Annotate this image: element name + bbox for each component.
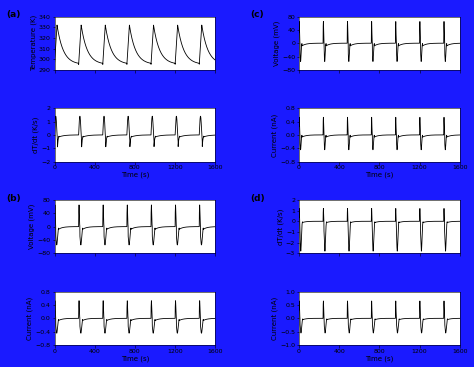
Y-axis label: Current (nA): Current (nA) [271,113,278,156]
Y-axis label: Current (nA): Current (nA) [27,297,33,340]
Y-axis label: Voltage (mV): Voltage (mV) [29,204,36,249]
Y-axis label: Temperature (K): Temperature (K) [30,15,36,71]
X-axis label: Time (s): Time (s) [365,355,393,362]
Text: (b): (b) [6,193,21,203]
Y-axis label: dT/dt (K/s): dT/dt (K/s) [277,208,284,245]
Text: (c): (c) [251,10,264,19]
Text: (d): (d) [251,193,265,203]
X-axis label: Time (s): Time (s) [365,172,393,178]
Y-axis label: Current (nA): Current (nA) [272,297,278,340]
Text: (a): (a) [6,10,21,19]
Y-axis label: Voltage (mV): Voltage (mV) [273,21,280,66]
Y-axis label: dT/dt (K/s): dT/dt (K/s) [33,117,39,153]
X-axis label: Time (s): Time (s) [121,355,149,362]
X-axis label: Time (s): Time (s) [121,172,149,178]
